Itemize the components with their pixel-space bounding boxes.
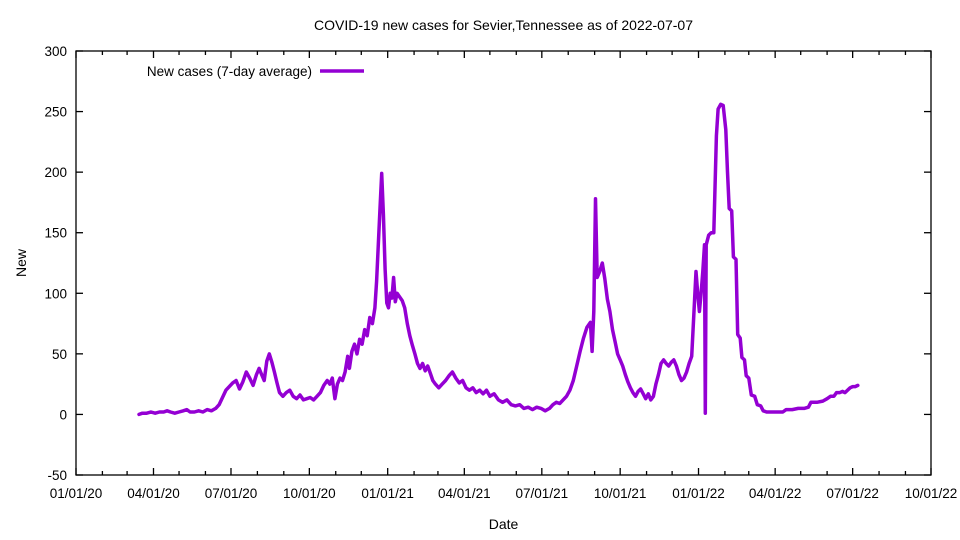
legend: New cases (7-day average): [147, 64, 364, 79]
svg-text:10/01/20: 10/01/20: [283, 486, 336, 501]
svg-text:01/01/22: 01/01/22: [672, 486, 725, 501]
x-axis-label: Date: [488, 516, 519, 532]
svg-text:04/01/21: 04/01/21: [438, 486, 491, 501]
svg-text:04/01/22: 04/01/22: [749, 486, 802, 501]
chart-title: COVID-19 new cases for Sevier,Tennessee …: [314, 17, 693, 33]
svg-text:07/01/20: 07/01/20: [205, 486, 258, 501]
svg-text:0: 0: [59, 407, 67, 422]
series-line: [137, 102, 860, 417]
svg-text:300: 300: [44, 44, 67, 59]
svg-text:10/01/21: 10/01/21: [594, 486, 647, 501]
svg-text:07/01/21: 07/01/21: [516, 486, 569, 501]
svg-text:01/01/21: 01/01/21: [361, 486, 414, 501]
svg-text:200: 200: [44, 165, 67, 180]
svg-text:04/01/20: 04/01/20: [127, 486, 180, 501]
plot-border: [75, 50, 932, 476]
svg-text:10/01/22: 10/01/22: [905, 486, 958, 501]
svg-text:01/01/20: 01/01/20: [50, 486, 103, 501]
svg-text:100: 100: [44, 286, 67, 301]
legend-label: New cases (7-day average): [147, 64, 312, 79]
svg-text:-50: -50: [47, 468, 67, 483]
axis-tick-labels: -50 0 50 100 150 200 250 300 01/01/20 04/01/20 07/…: [44, 44, 957, 501]
svg-text:07/01/22: 07/01/22: [826, 486, 879, 501]
svg-text:150: 150: [44, 226, 67, 241]
svg-text:250: 250: [44, 105, 67, 120]
svg-text:50: 50: [52, 347, 67, 362]
